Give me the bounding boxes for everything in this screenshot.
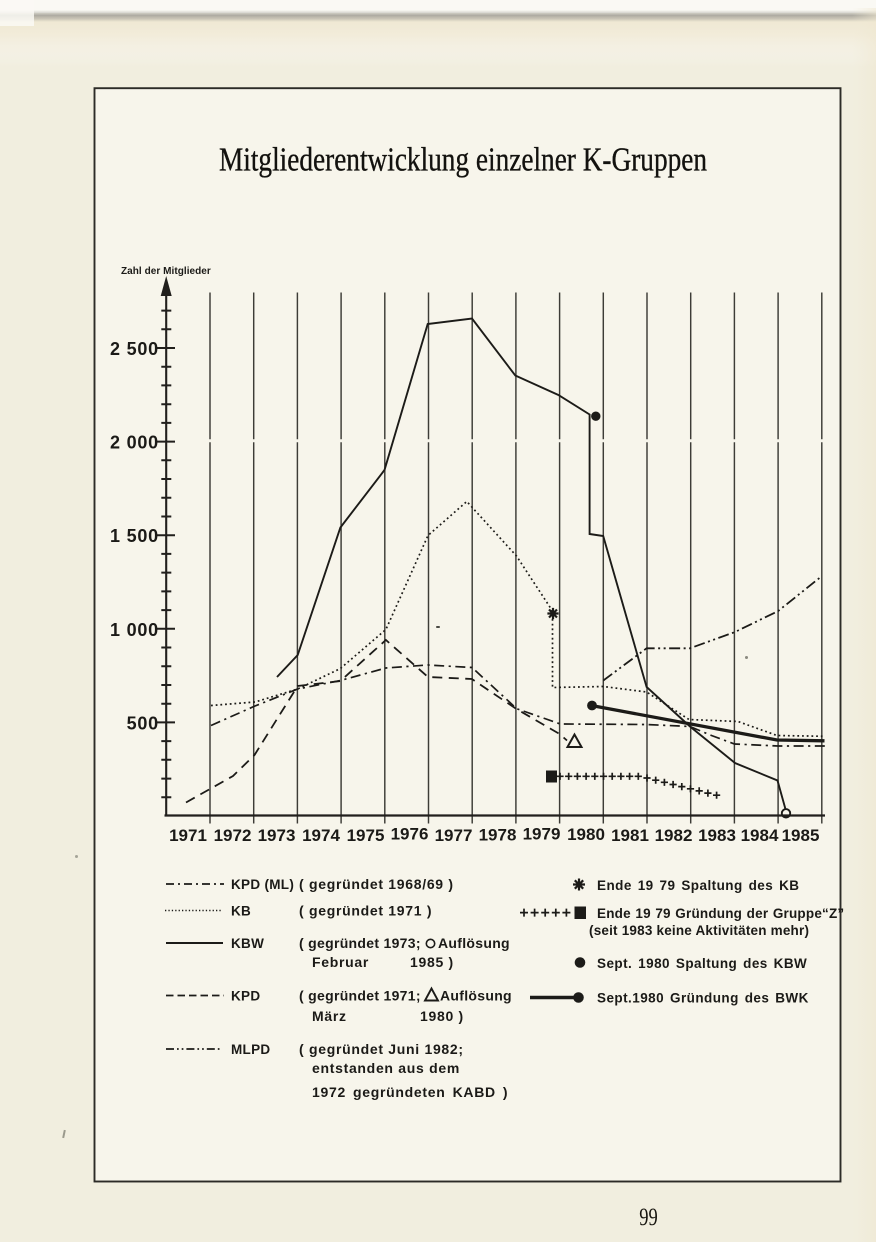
svg-text:1973: 1973 (258, 826, 296, 845)
svg-text:Sept. 1980 Spaltung des KBW: Sept. 1980 Spaltung des KBW (597, 956, 807, 971)
svg-text:2 500: 2 500 (110, 339, 159, 359)
svg-text:Zahl der Mitglieder: Zahl der Mitglieder (121, 266, 211, 277)
svg-text:(seit 1983 keine Aktivitäten: (seit 1983 keine Aktivitäten mehr) (589, 923, 809, 938)
svg-text:MLPD: MLPD (231, 1042, 270, 1057)
svg-text:1982: 1982 (655, 826, 693, 845)
svg-text:1 000: 1 000 (110, 620, 159, 640)
svg-text:KB: KB (231, 904, 251, 919)
svg-text:1974: 1974 (302, 826, 340, 845)
svg-text:( gegründet 1971;: ( gegründet 1971; (299, 988, 421, 1004)
svg-text:Auflösung: Auflösung (440, 988, 512, 1004)
svg-text:1985: 1985 (782, 826, 820, 845)
svg-text:1980: 1980 (567, 825, 605, 844)
svg-text:entstanden aus dem: entstanden aus dem (312, 1060, 460, 1076)
svg-text:KPD: KPD (231, 989, 260, 1004)
svg-text:1979: 1979 (523, 825, 561, 844)
svg-text:März: März (312, 1008, 347, 1024)
svg-text:1984: 1984 (741, 826, 779, 845)
svg-text:1972 gegründeten KABD ): 1972 gegründeten KABD ) (312, 1084, 508, 1100)
svg-text:1980 ): 1980 ) (420, 1008, 464, 1024)
svg-text:1975: 1975 (347, 826, 385, 845)
svg-text:1972: 1972 (214, 826, 252, 845)
svg-text:( gegründet 1971 ): ( gegründet 1971 ) (299, 903, 432, 919)
svg-text:Sept.1980 Gründung des BWK: Sept.1980 Gründung des BWK (597, 991, 809, 1006)
svg-text:KBW: KBW (231, 936, 264, 951)
svg-text:( gegründet 1973;: ( gegründet 1973; (299, 935, 421, 951)
svg-text:Auflösung: Auflösung (438, 935, 510, 951)
svg-text:KPD (ML): KPD (ML) (231, 877, 294, 892)
svg-text:500: 500 (127, 713, 159, 733)
svg-text:1981: 1981 (611, 826, 649, 845)
svg-text:( gegründet Juni 1982;: ( gegründet Juni 1982; (299, 1041, 464, 1057)
svg-text:Februar: Februar (312, 954, 369, 970)
svg-text:Mitgliederentwicklung einzelne: Mitgliederentwicklung einzelner K-Gruppe… (219, 142, 707, 179)
svg-text:Ende 19 79 Gründung der Grup: Ende 19 79 Gründung der Gruppe“Z” (597, 906, 844, 921)
svg-text:Ende 19 79 Spaltung des KB: Ende 19 79 Spaltung des KB (597, 878, 800, 893)
svg-text:1983: 1983 (698, 826, 736, 845)
svg-text:1978: 1978 (479, 826, 517, 845)
svg-text:1 500: 1 500 (110, 526, 159, 546)
svg-text:2 000: 2 000 (110, 433, 159, 453)
svg-text:1976: 1976 (391, 825, 429, 844)
svg-text:( gegründet 1968/69 ): ( gegründet 1968/69 ) (299, 876, 454, 892)
svg-text:1977: 1977 (435, 826, 473, 845)
svg-text:99: 99 (639, 1204, 658, 1231)
svg-text:1971: 1971 (169, 826, 207, 845)
svg-text:1985 ): 1985 ) (410, 954, 454, 970)
